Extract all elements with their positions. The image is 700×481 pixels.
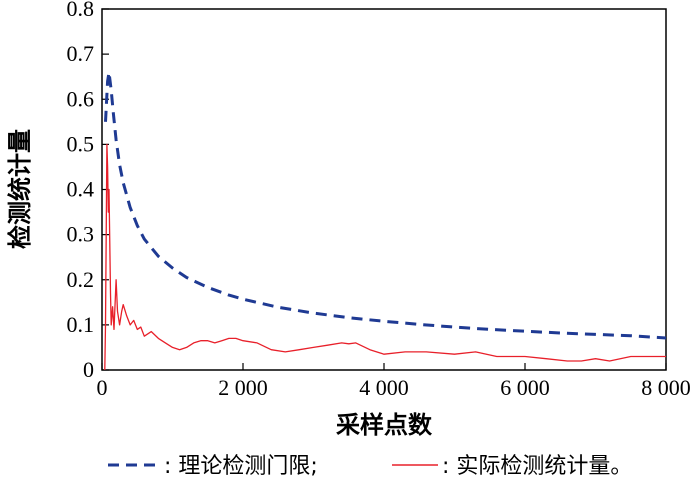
y-axis-ticks: 0 0.1 0.2 0.3 0.4 0.5 0.6 0.7 0.8	[67, 0, 109, 382]
y-tick-label: 0.5	[67, 131, 95, 156]
legend-label-threshold: : 理论检测门限;	[164, 454, 318, 479]
y-tick-label: 0.6	[67, 86, 95, 111]
x-axis-title: 采样点数	[336, 411, 433, 439]
x-tick-label: 4 000	[359, 375, 409, 400]
x-tick-label: 2 000	[218, 375, 268, 400]
x-axis-ticks: 0 2 000 4 000 6 000 8 000	[97, 363, 691, 400]
y-tick-label: 0	[83, 357, 94, 382]
plot-frame	[101, 8, 667, 371]
y-tick-label: 0.1	[67, 312, 95, 337]
y-axis-title: 检测统计量	[6, 129, 34, 249]
y-tick-label: 0.7	[67, 41, 95, 66]
x-tick-label: 6 000	[500, 375, 550, 400]
series-layer	[104, 70, 667, 371]
x-tick-label: 8 000	[641, 375, 691, 400]
y-tick-label: 0.2	[67, 267, 95, 292]
y-tick-label: 0.3	[67, 222, 95, 247]
legend: : 理论检测门限; : 实际检测统计量。	[108, 454, 632, 479]
legend-label-statistic: : 实际检测统计量。	[442, 454, 632, 479]
y-tick-label: 0.8	[67, 0, 95, 21]
series-threshold-line	[104, 70, 667, 340]
x-tick-label: 0	[97, 375, 108, 400]
y-tick-label: 0.4	[67, 177, 95, 202]
series-statistic-line	[104, 143, 666, 371]
